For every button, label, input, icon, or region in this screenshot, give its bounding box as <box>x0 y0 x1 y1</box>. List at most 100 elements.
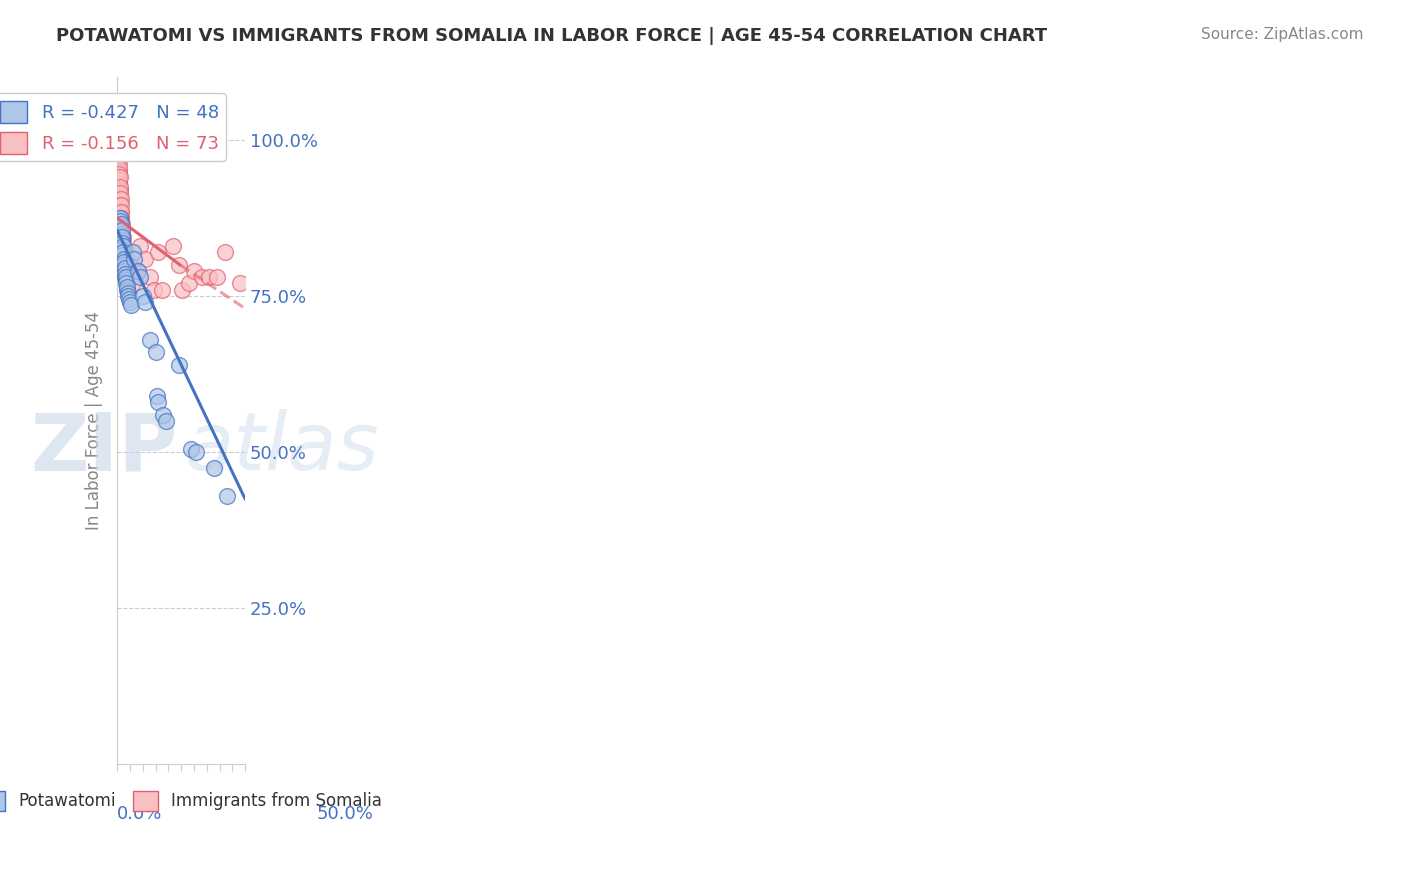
Point <box>111 233 134 247</box>
Point <box>110 204 132 219</box>
Point <box>122 252 145 266</box>
Point <box>167 358 190 372</box>
Point <box>108 195 131 210</box>
Point <box>134 295 156 310</box>
Point <box>139 333 162 347</box>
Y-axis label: In Labor Force | Age 45-54: In Labor Force | Age 45-54 <box>86 311 103 531</box>
Point <box>120 270 142 285</box>
Point <box>110 217 132 231</box>
Point <box>107 170 129 185</box>
Point <box>114 267 136 281</box>
Point <box>110 223 132 237</box>
Point <box>117 252 139 266</box>
Point <box>112 254 135 268</box>
Point <box>107 158 129 172</box>
Text: Source: ZipAtlas.com: Source: ZipAtlas.com <box>1201 27 1364 42</box>
Point <box>118 258 141 272</box>
Point <box>108 186 131 200</box>
Point <box>120 298 142 312</box>
Point <box>121 277 143 291</box>
Point <box>146 245 169 260</box>
Point <box>110 229 132 244</box>
Point <box>108 161 131 175</box>
Point <box>111 223 134 237</box>
Point <box>114 260 136 275</box>
Point <box>108 173 131 187</box>
Point <box>110 217 132 231</box>
Point <box>108 211 131 225</box>
Point <box>112 264 135 278</box>
Point <box>107 145 129 160</box>
Point <box>167 258 190 272</box>
Point <box>121 245 143 260</box>
Point <box>117 279 139 293</box>
Point <box>115 283 138 297</box>
Point <box>190 270 212 285</box>
Point <box>107 152 129 166</box>
Point <box>111 229 134 244</box>
Point <box>108 177 131 191</box>
Point <box>108 208 131 222</box>
Point <box>177 277 200 291</box>
Point <box>229 277 252 291</box>
Point <box>110 192 132 206</box>
Point <box>145 345 167 359</box>
Point <box>107 164 129 178</box>
Point <box>127 264 149 278</box>
Point <box>112 235 135 250</box>
Point <box>110 220 132 235</box>
Point <box>162 239 184 253</box>
Point <box>111 235 134 250</box>
Point <box>114 264 136 278</box>
Point <box>205 270 228 285</box>
Point <box>108 183 131 197</box>
Point <box>198 270 221 285</box>
Text: ZIP: ZIP <box>30 409 177 487</box>
Point <box>115 270 138 285</box>
Point <box>110 223 132 237</box>
Point <box>118 292 141 306</box>
Point <box>107 177 129 191</box>
Legend: Potawatomi, Immigrants from Somalia: Potawatomi, Immigrants from Somalia <box>0 784 388 818</box>
Point <box>132 289 155 303</box>
Point <box>146 389 169 403</box>
Point <box>112 245 135 260</box>
Point <box>172 283 194 297</box>
Point <box>114 258 136 272</box>
Point <box>134 252 156 266</box>
Point <box>107 154 129 169</box>
Point <box>111 239 134 253</box>
Point <box>110 217 132 231</box>
Point <box>108 189 131 203</box>
Point <box>112 242 135 256</box>
Point <box>117 285 139 300</box>
Point <box>139 270 162 285</box>
Point <box>155 414 177 428</box>
Text: POTAWATOMI VS IMMIGRANTS FROM SOMALIA IN LABOR FORCE | AGE 45-54 CORRELATION CHA: POTAWATOMI VS IMMIGRANTS FROM SOMALIA IN… <box>56 27 1047 45</box>
Point <box>110 229 132 244</box>
Point <box>110 217 132 231</box>
Text: atlas: atlas <box>186 409 380 487</box>
Point <box>108 170 131 185</box>
Point <box>108 179 131 194</box>
Point <box>112 252 135 266</box>
Point <box>129 270 152 285</box>
Point <box>110 214 132 228</box>
Point <box>108 192 131 206</box>
Point <box>114 270 136 285</box>
Point <box>110 198 132 212</box>
Point <box>111 242 134 256</box>
Point <box>108 167 131 181</box>
Point <box>217 489 239 503</box>
Point <box>112 248 135 262</box>
Point <box>129 239 152 253</box>
Point <box>110 211 132 225</box>
Point <box>108 183 131 197</box>
Point <box>110 186 132 200</box>
Point <box>110 198 132 212</box>
Point <box>146 395 169 409</box>
Point <box>112 248 135 262</box>
Point <box>108 170 131 185</box>
Point <box>202 460 225 475</box>
Point <box>111 235 134 250</box>
